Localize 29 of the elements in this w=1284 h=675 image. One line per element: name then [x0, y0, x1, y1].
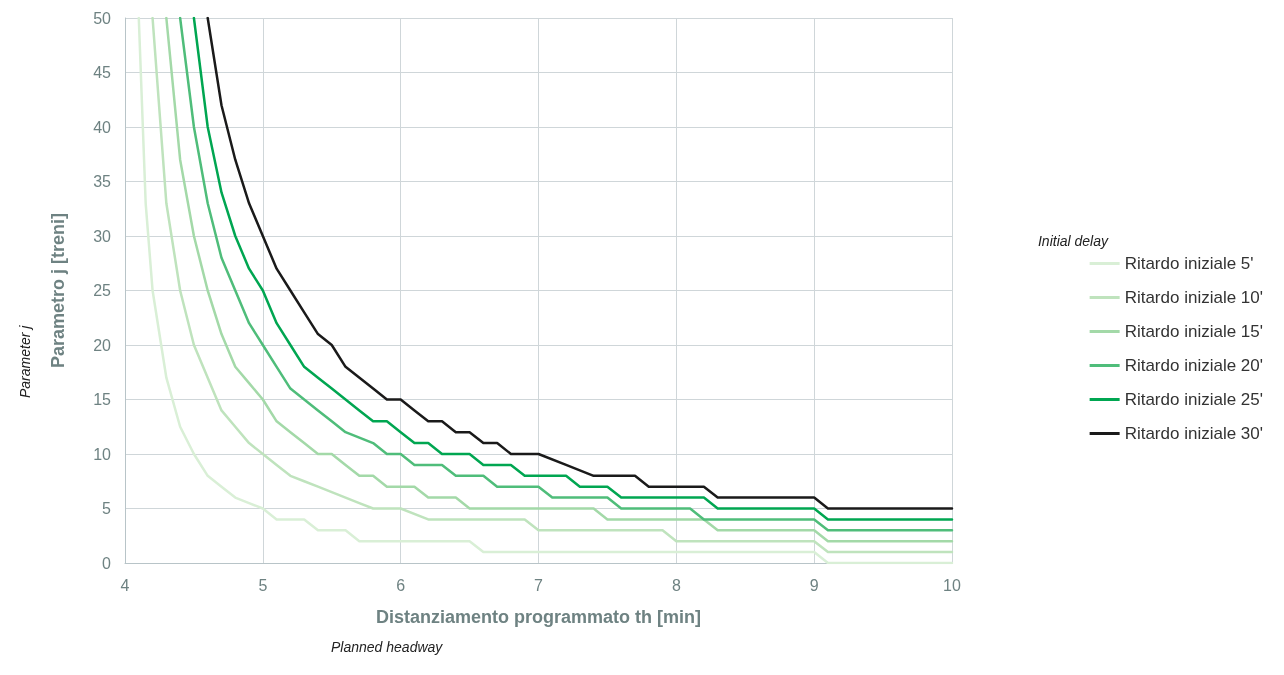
x-tick-label: 4: [120, 576, 130, 594]
y-tick-label: 45: [93, 64, 112, 81]
x-tick-label: 10: [943, 576, 961, 594]
text: Planned headway: [331, 639, 444, 655]
y-tick-label: 35: [93, 173, 112, 190]
legend-label: Ritardo iniziale 25': [1124, 390, 1263, 409]
y-tick-label: 5: [102, 500, 112, 517]
x-axis-title: Distanziamento programmato th [min]: [375, 607, 702, 627]
legend-label: Ritardo iniziale 10': [1124, 288, 1263, 307]
legend-label: Ritardo iniziale 30': [1124, 424, 1263, 443]
y-axis-title: Parametro j [treni]: [48, 212, 68, 369]
y-tick-label: 10: [93, 445, 112, 463]
x-tick-label: 8: [671, 576, 681, 594]
y-tick-label: 20: [93, 336, 112, 354]
x-tick-label: 9: [809, 576, 819, 594]
legend-label: Ritardo iniziale 20': [1124, 356, 1263, 375]
y-tick-label: 15: [93, 391, 112, 408]
x-tick-label: 5: [258, 576, 268, 594]
legend-label: Ritardo iniziale 15': [1124, 322, 1263, 341]
legend-label: Ritardo iniziale 5': [1124, 254, 1254, 273]
y-tick-label: 50: [93, 9, 112, 27]
y-tick-label: 0: [102, 554, 112, 572]
y-tick-label: 40: [93, 118, 112, 136]
text: Parameter j: [17, 324, 33, 398]
y-tick-label: 25: [93, 282, 112, 299]
y-tick-label: 30: [93, 227, 112, 245]
legend-title: Initial delay: [1037, 233, 1109, 249]
x-tick-label: 6: [396, 576, 406, 594]
x-tick-label: 7: [534, 576, 544, 594]
